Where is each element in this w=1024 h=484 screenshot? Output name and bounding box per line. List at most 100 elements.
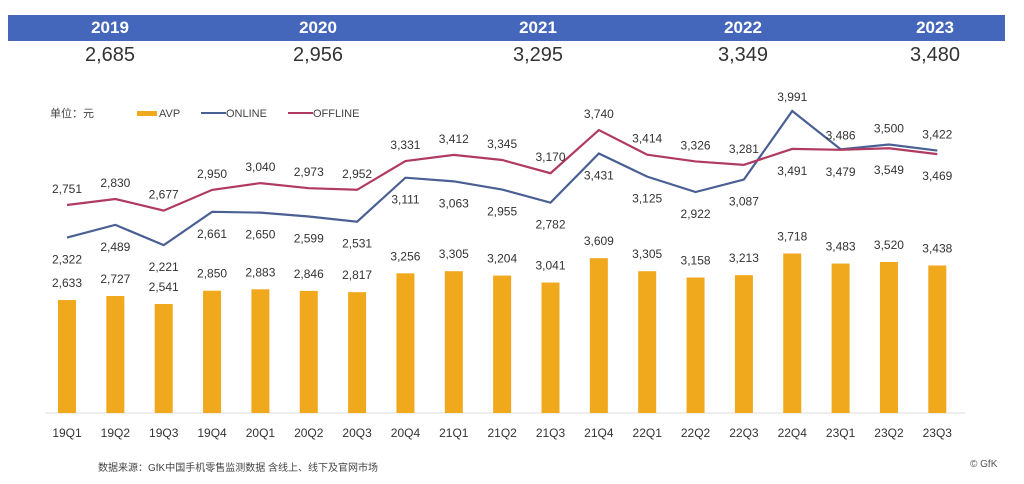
x-tick-19Q1: 19Q1 [52, 426, 82, 440]
online-label-23Q2: 3,549 [874, 163, 904, 177]
x-tick-19Q4: 19Q4 [197, 426, 227, 440]
online-label-21Q2: 2,955 [487, 205, 517, 219]
offline-label-22Q4: 3,491 [777, 164, 807, 178]
x-tick-22Q3: 22Q3 [729, 426, 759, 440]
offline-label-19Q1: 2,751 [52, 182, 82, 196]
online-label-22Q4: 3,991 [777, 90, 807, 104]
year-label-2022: 2022 [724, 18, 762, 37]
x-tick-21Q4: 21Q4 [584, 426, 614, 440]
x-tick-20Q2: 20Q2 [294, 426, 324, 440]
avp-label-21Q4: 3,609 [584, 234, 614, 248]
online-label-19Q2: 2,489 [100, 240, 130, 254]
data-source-note: 数据来源：GfK中国手机零售监测数据 含线上、线下及官网市场 [98, 463, 379, 474]
avp-bar-20Q3 [348, 292, 367, 413]
avp-label-21Q1: 3,305 [439, 247, 469, 261]
avp-bar-20Q1 [251, 289, 270, 413]
x-tick-23Q1: 23Q1 [826, 426, 856, 440]
offline-label-22Q1: 3,414 [632, 132, 662, 146]
online-label-20Q1: 2,650 [245, 228, 275, 242]
avp-label-20Q1: 2,883 [245, 265, 275, 279]
avp-label-23Q1: 3,483 [826, 240, 856, 254]
year-value-2021: 3,295 [512, 44, 564, 66]
avp-label-20Q3: 2,817 [342, 268, 372, 282]
online-label-23Q3: 3,469 [922, 169, 952, 183]
online-label-22Q1: 3,125 [632, 192, 662, 206]
year-label-2023: 2023 [916, 18, 954, 37]
avp-bar-21Q1 [444, 271, 463, 413]
online-label-19Q3: 2,221 [149, 260, 179, 274]
x-tick-20Q3: 20Q3 [342, 426, 372, 440]
avp-bar-22Q2 [686, 277, 705, 413]
online-label-20Q4: 3,111 [391, 193, 420, 207]
offline-label-21Q1: 3,412 [439, 132, 469, 146]
year-label-2020: 2020 [299, 18, 337, 37]
online-label-23Q1: 3,486 [826, 128, 856, 142]
online-label-21Q4: 3,431 [584, 168, 614, 182]
legend-avp-label: AVP [159, 108, 180, 120]
x-tick-22Q4: 22Q4 [778, 426, 808, 440]
avp-label-23Q3: 3,438 [922, 242, 952, 256]
offline-label-22Q2: 3,326 [681, 138, 711, 152]
avp-label-22Q3: 3,213 [729, 251, 759, 265]
online-label-22Q2: 2,922 [681, 207, 711, 221]
online-label-19Q1: 2,322 [52, 253, 82, 267]
avp-bar-23Q3 [928, 265, 947, 413]
online-label-20Q3: 2,531 [342, 237, 372, 251]
x-tick-21Q3: 21Q3 [536, 426, 566, 440]
avp-bar-23Q1 [831, 263, 850, 413]
online-label-19Q4: 2,661 [197, 227, 227, 241]
legend-online-label: ONLINE [226, 108, 267, 120]
x-tick-19Q2: 19Q2 [101, 426, 131, 440]
x-tick-21Q1: 21Q1 [439, 426, 469, 440]
offline-label-21Q4: 3,740 [584, 107, 614, 121]
year-value-2022: 3,349 [717, 44, 769, 66]
avp-bar-21Q3 [541, 282, 560, 413]
x-tick-20Q1: 20Q1 [246, 426, 276, 440]
offline-label-23Q1: 3,479 [826, 165, 856, 179]
offline-label-23Q2: 3,500 [874, 122, 904, 136]
avp-bar-19Q1 [58, 300, 76, 413]
year-band [8, 15, 1005, 41]
x-tick-22Q2: 22Q2 [681, 426, 711, 440]
avp-label-19Q4: 2,850 [197, 267, 227, 281]
offline-label-20Q4: 3,331 [390, 138, 420, 152]
avp-bar-20Q2 [299, 290, 318, 413]
avp-label-19Q1: 2,633 [52, 276, 82, 290]
avp-bar-19Q4 [203, 290, 222, 413]
avp-label-21Q3: 3,041 [535, 259, 565, 273]
year-value-2020: 2,956 [292, 44, 344, 66]
avp-label-23Q2: 3,520 [874, 238, 904, 252]
legend-offline-label: OFFLINE [313, 108, 359, 120]
unit-label: 单位：元 [50, 106, 94, 120]
offline-line [66, 128, 938, 212]
offline-label-23Q3: 3,422 [922, 128, 952, 142]
offline-label-21Q2: 3,345 [487, 137, 517, 151]
offline-label-20Q2: 2,973 [294, 165, 324, 179]
online-label-22Q3: 3,087 [729, 195, 759, 209]
online-label-21Q1: 3,063 [439, 196, 469, 210]
avp-label-19Q3: 2,541 [149, 280, 179, 294]
avp-bar-22Q1 [638, 271, 657, 413]
year-label-2021: 2021 [519, 18, 557, 37]
avp-label-20Q2: 2,846 [294, 267, 324, 281]
avp-bar-20Q4 [396, 273, 415, 413]
offline-label-20Q3: 2,952 [342, 167, 372, 181]
offline-label-20Q1: 3,040 [245, 160, 275, 174]
avp-bar-22Q4 [783, 253, 802, 413]
year-label-2019: 2019 [91, 18, 129, 37]
year-value-2019: 2,685 [84, 44, 136, 66]
avp-bar-19Q2 [106, 296, 125, 413]
legend-avp-swatch [137, 111, 157, 116]
year-value-2023: 3,480 [909, 44, 961, 66]
avp-bar-23Q2 [879, 261, 898, 413]
online-label-21Q3: 2,782 [535, 218, 565, 232]
offline-label-19Q4: 2,950 [197, 167, 227, 181]
offline-label-22Q3: 3,281 [729, 142, 759, 156]
x-tick-23Q2: 23Q2 [874, 426, 904, 440]
avp-label-22Q4: 3,718 [777, 229, 807, 243]
x-tick-21Q2: 21Q2 [487, 426, 517, 440]
x-tick-22Q1: 22Q1 [633, 426, 663, 440]
offline-label-19Q3: 2,677 [149, 188, 179, 202]
avp-label-21Q2: 3,204 [487, 252, 517, 266]
